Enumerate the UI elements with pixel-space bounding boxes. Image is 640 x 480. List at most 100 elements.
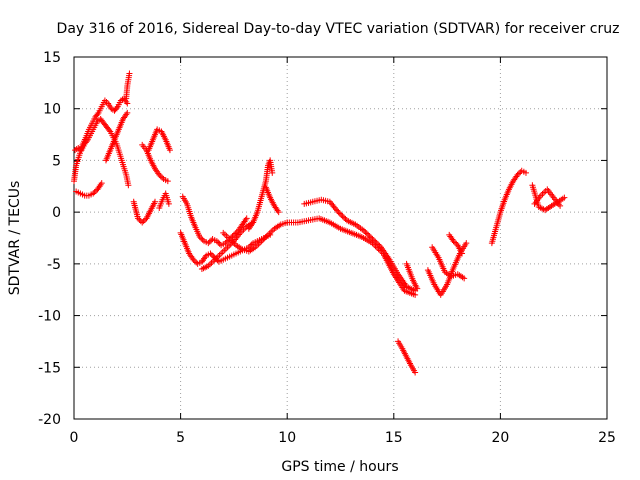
y-tick-label: -15 xyxy=(38,360,61,376)
data-point xyxy=(229,233,236,240)
data-point xyxy=(218,250,225,257)
data-point xyxy=(522,169,529,176)
data-point xyxy=(268,228,275,235)
data-point xyxy=(230,231,237,238)
x-tick-label: 15 xyxy=(385,430,403,446)
data-point xyxy=(221,247,228,254)
data-point xyxy=(83,138,90,145)
axis-ticks xyxy=(73,56,608,420)
data-point xyxy=(459,250,466,257)
data-point xyxy=(213,238,220,245)
data-point xyxy=(414,285,421,292)
data-point xyxy=(126,70,133,77)
data-point xyxy=(450,238,457,245)
data-point xyxy=(159,174,166,181)
chart-title: Day 316 of 2016, Sidereal Day-to-day VTE… xyxy=(57,21,620,37)
data-point xyxy=(191,258,198,265)
data-point xyxy=(165,200,172,207)
data-point xyxy=(166,147,173,154)
data-point xyxy=(225,234,232,241)
data-point xyxy=(514,171,521,178)
data-point xyxy=(338,211,345,218)
y-tick-label: 10 xyxy=(43,102,61,118)
data-point xyxy=(275,209,282,216)
y-tick-label: 0 xyxy=(52,205,61,221)
data-point xyxy=(199,236,206,243)
data-point xyxy=(91,189,98,196)
x-tick-label: 25 xyxy=(598,430,616,446)
data-point xyxy=(202,264,209,271)
data-point xyxy=(196,233,203,240)
data-point xyxy=(539,191,546,198)
data-point xyxy=(541,189,548,196)
data-point xyxy=(339,213,346,220)
data-point xyxy=(152,198,159,205)
data-point xyxy=(269,169,276,176)
y-tick-label: 5 xyxy=(52,153,61,169)
data-point xyxy=(412,369,419,376)
y-axis-label: SDTVAR / TECUs xyxy=(7,181,23,296)
data-point xyxy=(98,180,105,187)
data-point xyxy=(113,105,120,112)
data-point xyxy=(334,207,341,214)
data-point xyxy=(139,219,146,226)
x-tick-label: 20 xyxy=(491,430,509,446)
data-point xyxy=(221,231,228,238)
y-tick-labels: -20 -15 -10 -5 0 5 10 15 xyxy=(38,50,61,428)
data-point xyxy=(341,214,348,221)
plot-frame xyxy=(73,56,608,420)
data-point xyxy=(336,210,343,217)
data-point xyxy=(215,239,222,246)
data-point xyxy=(222,240,229,247)
y-tick-label: 15 xyxy=(43,50,61,66)
data-point xyxy=(561,194,568,201)
x-tick-label: 0 xyxy=(70,430,79,446)
data-point xyxy=(124,109,131,116)
data-point xyxy=(198,235,205,242)
data-point xyxy=(124,100,131,107)
data-point xyxy=(366,233,373,240)
data-point xyxy=(515,170,522,177)
data-point xyxy=(243,215,250,222)
data-point xyxy=(219,248,226,255)
data-point xyxy=(538,205,545,212)
data-point xyxy=(220,229,227,236)
data-point xyxy=(156,171,163,178)
data-point xyxy=(106,127,113,134)
data-point xyxy=(125,182,132,189)
data-points xyxy=(71,70,568,376)
y-tick-label: -10 xyxy=(38,309,61,325)
data-point xyxy=(140,218,147,225)
data-point xyxy=(205,240,212,247)
data-point xyxy=(142,216,149,223)
data-point xyxy=(362,229,369,236)
data-point xyxy=(208,259,215,266)
data-point xyxy=(453,240,460,247)
data-point xyxy=(360,227,367,234)
data-point xyxy=(373,240,380,247)
data-point xyxy=(164,178,171,185)
data-point xyxy=(136,216,143,223)
y-tick-label: -20 xyxy=(38,412,61,428)
data-point xyxy=(90,190,97,197)
x-tick-label: 10 xyxy=(278,430,296,446)
data-point xyxy=(451,239,458,246)
data-point xyxy=(206,238,213,245)
data-point xyxy=(369,236,376,243)
data-point xyxy=(342,216,349,223)
data-point xyxy=(363,230,370,237)
data-point xyxy=(157,173,164,180)
data-point xyxy=(557,202,564,209)
data-point xyxy=(207,250,214,257)
data-point xyxy=(372,238,379,245)
data-point xyxy=(365,231,372,238)
data-point xyxy=(222,245,229,252)
data-point xyxy=(463,240,470,247)
data-point xyxy=(335,209,342,216)
data-point xyxy=(94,111,101,118)
data-point xyxy=(375,241,382,248)
data-point xyxy=(208,251,215,258)
data-point xyxy=(134,215,141,222)
data-point xyxy=(370,237,377,244)
